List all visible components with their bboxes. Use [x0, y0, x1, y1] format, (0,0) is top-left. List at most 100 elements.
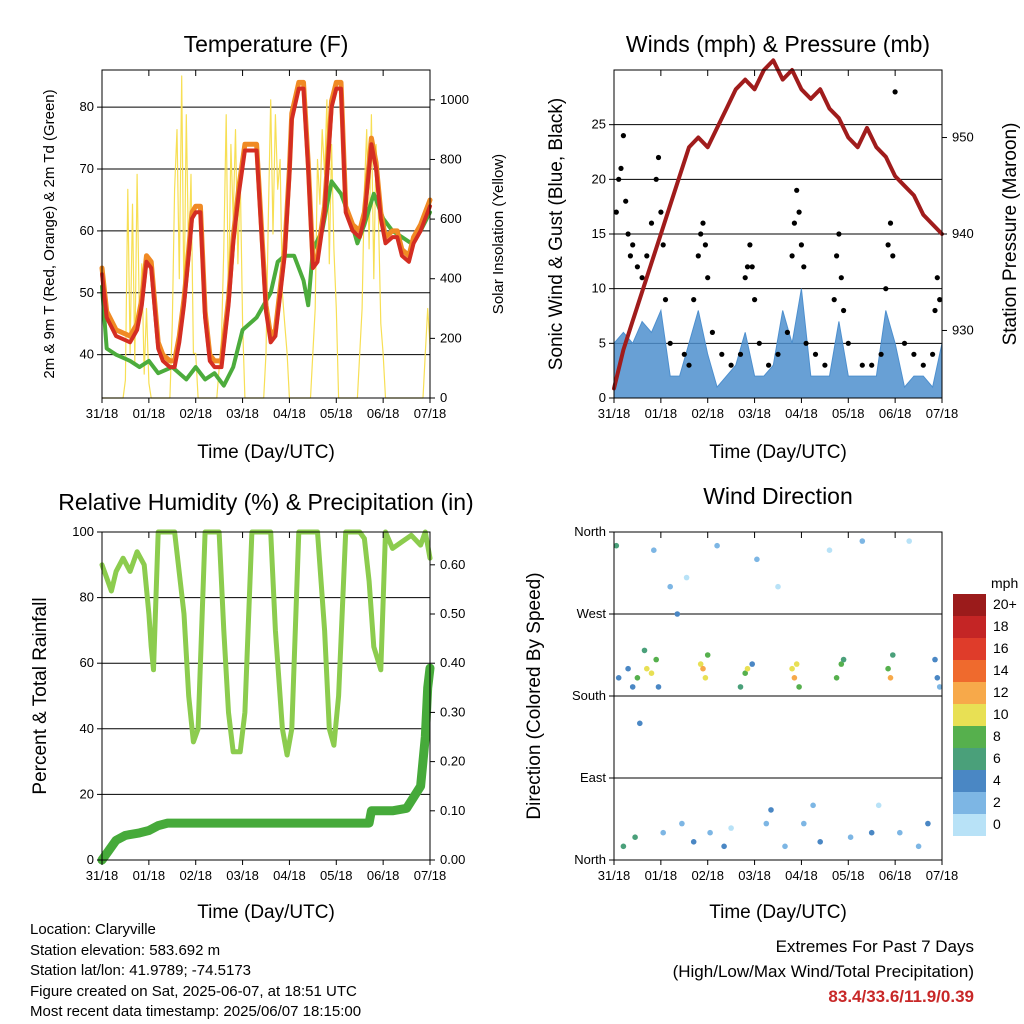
- gust-point: [630, 242, 636, 248]
- temperature-y-label: 2m & 9m T (Red, Orange) & 2m Td (Green): [41, 89, 58, 378]
- humidity-x-ticks: 31/18 01/18 02/18 03/18 04/18 05/18 06/18 07/18: [86, 532, 447, 883]
- gust-point: [798, 242, 805, 248]
- latlon-text: Station lat/lon: 41.9789; -74.5173: [30, 962, 252, 979]
- wind-direction-point: [613, 542, 620, 549]
- legend-swatch: [953, 660, 986, 682]
- wind-direction-title: Wind Direction: [703, 483, 853, 509]
- gust-point: [616, 176, 622, 182]
- humidity-x-tick-label: 03/18: [226, 868, 259, 883]
- wind-direction-point: [789, 665, 795, 672]
- humidity-x-label: Time (Day/UTC): [197, 902, 335, 923]
- humidity-y2-tick-label: 0.40: [440, 655, 465, 670]
- gust-point: [920, 362, 926, 368]
- wind-direction-point: [840, 656, 847, 663]
- gust-point: [801, 264, 807, 270]
- wind-direction-y-tick-label: North: [574, 524, 606, 539]
- winds-x-tick-label: 06/18: [879, 406, 912, 421]
- wind-direction-x-tick-label: 03/18: [738, 868, 771, 883]
- sonic-wind-area: [613, 288, 943, 399]
- temperature-panel: Temperature (F) 40 50 60 70 80 0 200 400 600 800…: [41, 31, 507, 463]
- gust-point: [887, 220, 894, 226]
- temperature-x-tick-label: 01/18: [133, 406, 166, 421]
- wind-direction-point: [826, 547, 833, 553]
- winds-x-tick-label: 05/18: [832, 406, 865, 421]
- winds-y-tick-label: 10: [592, 281, 606, 296]
- gust-point: [747, 242, 753, 248]
- temperature-y-tick-label: 60: [80, 223, 94, 238]
- wind-direction-point: [744, 665, 751, 672]
- wind-direction-point: [655, 684, 662, 690]
- winds-y-tick-label: 15: [592, 226, 606, 241]
- wind-direction-point: [625, 665, 631, 672]
- humidity-y-tick-label: 20: [80, 786, 94, 801]
- wind-direction-y-label: Direction (Colored By Speed): [524, 572, 545, 819]
- wind-direction-point: [702, 675, 709, 681]
- temperature-plot-area: [99, 75, 433, 399]
- gust-point: [627, 253, 634, 259]
- gust-point: [901, 340, 908, 346]
- gust-point: [695, 253, 701, 259]
- wind-direction-x-tick-label: 02/18: [691, 868, 724, 883]
- extremes-heading: Extremes For Past 7 Days: [775, 937, 974, 956]
- gust-point: [625, 231, 631, 237]
- wind-direction-point: [897, 829, 903, 836]
- gust-point: [658, 209, 664, 215]
- gust-point: [841, 307, 847, 314]
- winds-x-tick-label: 31/18: [598, 406, 631, 421]
- extremes-values: 83.4/33.6/11.9/0.39: [828, 987, 974, 1006]
- humidity-x-tick-label: 07/18: [414, 868, 447, 883]
- wind-direction-point: [651, 547, 657, 553]
- gust-point: [934, 275, 940, 281]
- winds-y2-label: Station Pressure (Maroon): [1000, 123, 1021, 346]
- winds-x-tick-label: 07/18: [926, 406, 959, 421]
- humidity-y2-ticks: 0.00 0.10 0.20 0.30 0.40 0.50 0.60: [430, 557, 465, 867]
- gust-point: [831, 297, 837, 303]
- wind-direction-x-ticks: 31/18 01/18 02/18 03/18 04/18 05/18 06/18 07/18: [598, 532, 958, 883]
- gust-point: [613, 209, 619, 215]
- wind-direction-x-tick-label: 31/18: [598, 868, 631, 883]
- legend-label: 12: [993, 684, 1009, 700]
- legend-label: 16: [993, 640, 1009, 656]
- wind-direction-point: [868, 829, 875, 836]
- gust-point: [623, 198, 629, 204]
- wind-direction-point: [644, 665, 650, 672]
- humidity-y-ticks: 0 20 40 60 80 100: [72, 524, 102, 867]
- winds-y2-ticks: 930 940 950: [942, 130, 974, 337]
- recent-data-text: Most recent data timestamp: 2025/06/07 1…: [30, 1003, 362, 1020]
- winds-x-tick-label: 02/18: [691, 406, 724, 421]
- gust-point: [845, 340, 851, 346]
- legend-swatch: [953, 638, 986, 660]
- gust-point: [691, 297, 697, 303]
- wind-direction-point: [660, 829, 666, 836]
- humidity-x-tick-label: 05/18: [320, 868, 353, 883]
- gust-point: [784, 329, 791, 335]
- wind-direction-point: [629, 684, 636, 690]
- created-text: Figure created on Sat, 2025-06-07, at 18…: [30, 982, 357, 1000]
- gust-point: [796, 209, 802, 215]
- gust-point: [791, 220, 798, 226]
- wind-direction-point: [925, 820, 931, 827]
- wind-direction-plot-area: [613, 538, 943, 850]
- precipitation-line: [97, 663, 435, 865]
- wind-direction-point: [641, 647, 648, 654]
- gust-point: [885, 242, 891, 248]
- extremes-block: Extremes For Past 7 Days (High/Low/Max W…: [673, 934, 974, 1009]
- gust-point: [709, 329, 716, 335]
- wind-direction-point: [737, 684, 744, 690]
- location-text: Location: Claryville: [30, 921, 156, 938]
- legend-label: 2: [993, 794, 1001, 810]
- humidity-x-tick-label: 06/18: [367, 868, 400, 883]
- gust-point: [749, 264, 755, 270]
- gust-point: [838, 275, 844, 281]
- wind-direction-point: [728, 825, 734, 831]
- winds-x-tick-label: 04/18: [785, 406, 818, 421]
- humidity-y-tick-label: 0: [87, 852, 94, 867]
- humidity-x-tick-label: 04/18: [273, 868, 306, 883]
- winds-x-ticks: 31/18 01/18 02/18 03/18 04/18 05/18 06/18 07/18: [598, 70, 959, 421]
- gust-point: [702, 242, 709, 248]
- gust-point: [834, 253, 840, 259]
- winds-title: Winds (mph) & Pressure (mb): [626, 31, 930, 57]
- wind-direction-grid: [614, 531, 942, 861]
- temperature-x-label: Time (Day/UTC): [197, 442, 335, 463]
